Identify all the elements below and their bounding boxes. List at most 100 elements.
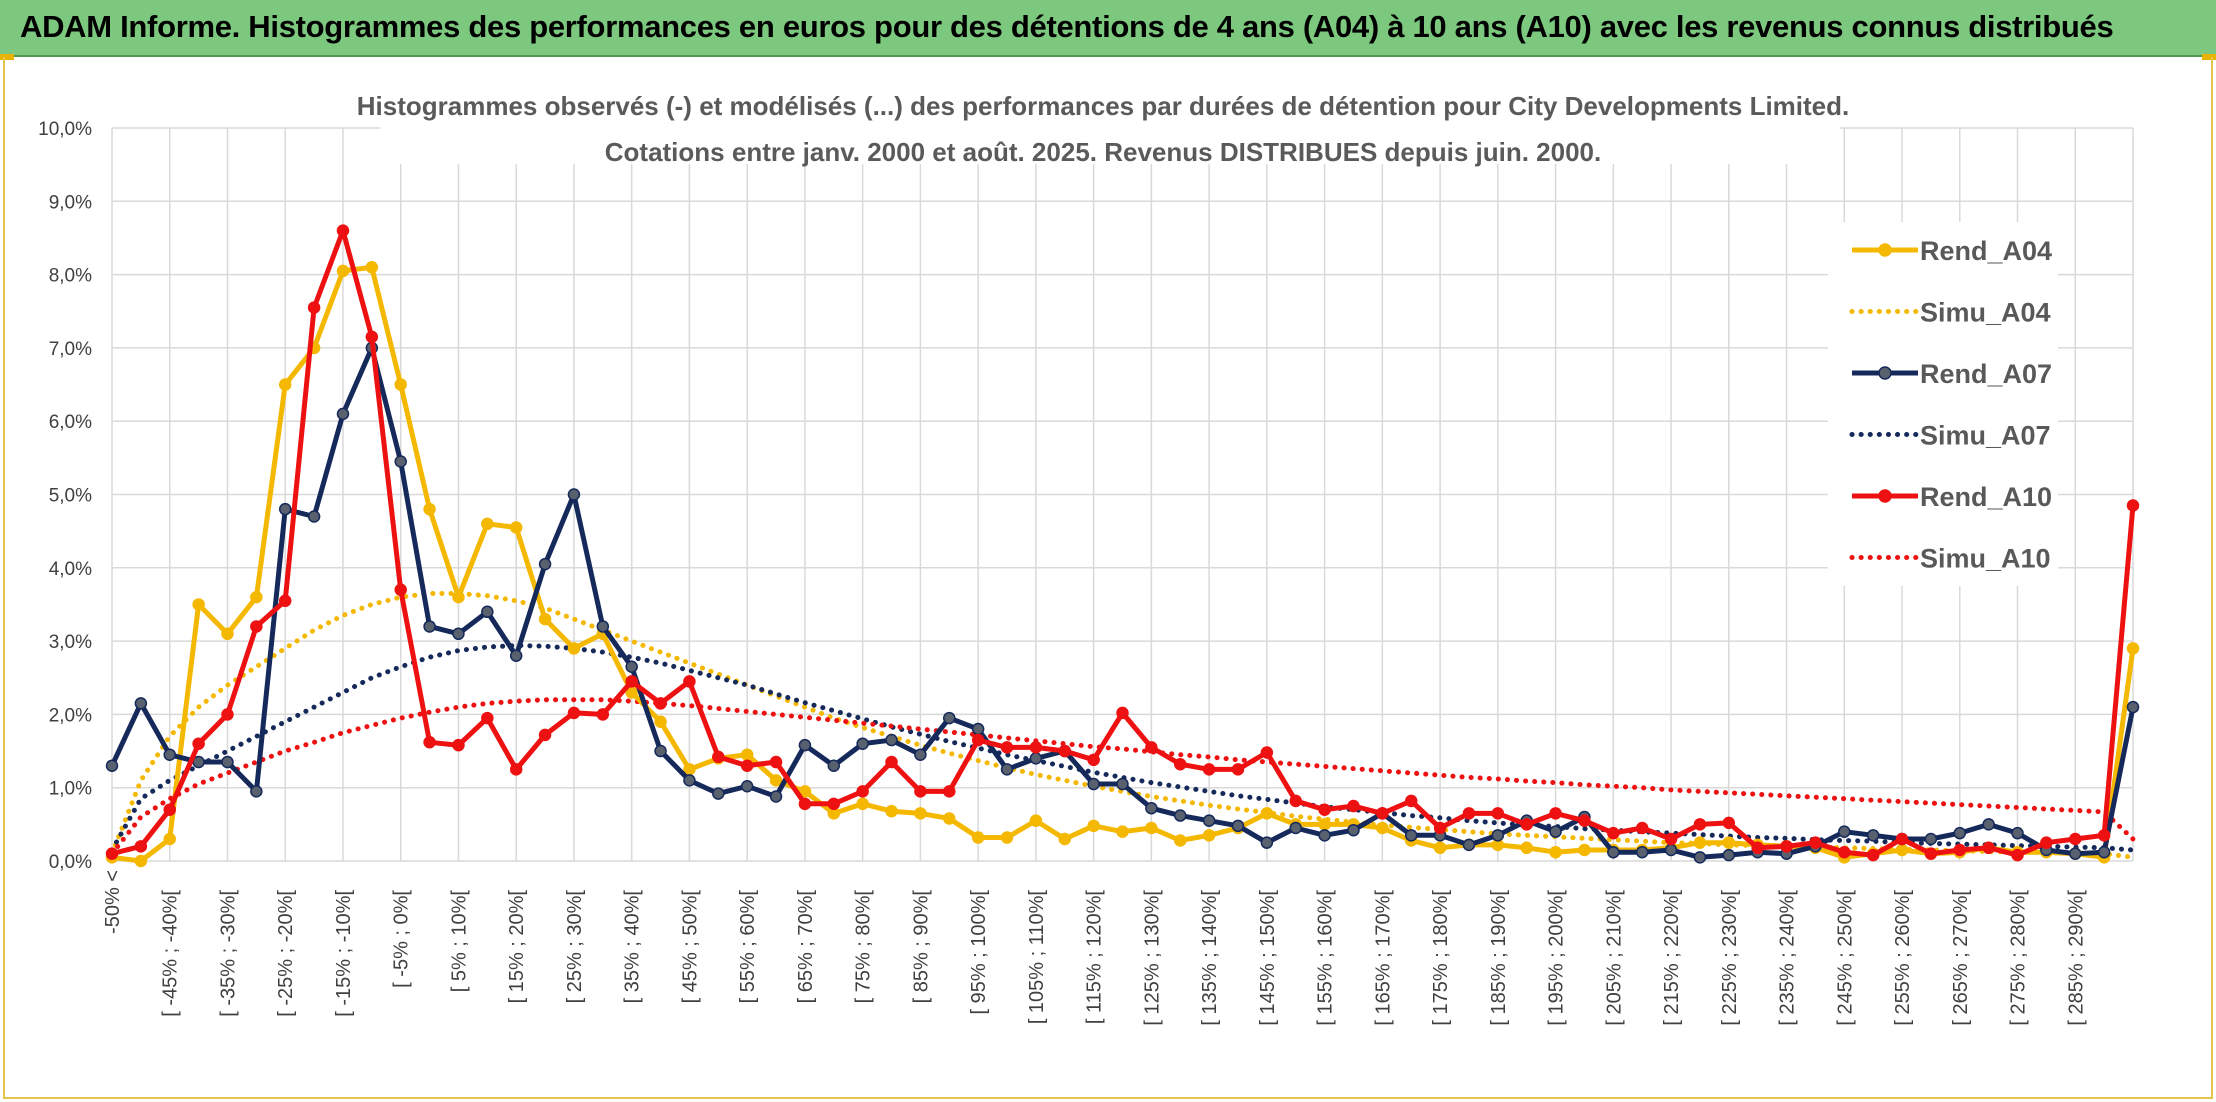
data-point: [105, 847, 119, 860]
y-tick-label: 2,0%: [49, 705, 92, 726]
data-point: [394, 583, 407, 597]
data-point: [423, 620, 436, 633]
data-point: [1635, 845, 1649, 859]
data-point: [1953, 843, 1967, 857]
data-point: [1578, 843, 1591, 857]
data-point: [1116, 777, 1129, 791]
data-point: [769, 755, 783, 769]
series-simu_a10: [109, 697, 2136, 857]
data-point: [1520, 818, 1533, 831]
data-point: [943, 785, 956, 798]
x-tick-label: [ 35% ; 40%[: [622, 890, 644, 1004]
data-point: [1895, 832, 1909, 846]
data-point: [452, 590, 465, 604]
data-point: [1722, 836, 1736, 849]
data-point: [654, 744, 667, 758]
data-point: [1029, 814, 1043, 827]
data-point: [365, 330, 379, 344]
y-tick-label: 4,0%: [49, 559, 92, 580]
legend-background: [1828, 222, 2058, 586]
data-point: [1087, 777, 1100, 791]
data-point: [1664, 843, 1678, 857]
data-point: [1260, 836, 1274, 849]
data-point: [452, 627, 465, 641]
data-point: [1029, 741, 1043, 754]
data-point: [278, 378, 292, 391]
x-tick-label: [ 195% ; 200%[: [1546, 890, 1568, 1026]
data-point: [1347, 823, 1360, 837]
data-point: [1058, 832, 1072, 846]
data-point: [307, 510, 321, 523]
y-tick-label: 1,0%: [49, 779, 92, 800]
legend-item-simu_a07: Simu_A07: [1849, 421, 2051, 451]
data-point: [1404, 829, 1418, 842]
data-point: [654, 697, 667, 710]
data-point: [971, 733, 985, 747]
legend-label: Simu_A10: [1920, 544, 2051, 574]
data-point: [336, 264, 350, 278]
x-tick-label: [ -35% ; -30%[: [217, 890, 239, 1017]
y-tick-label: 9,0%: [49, 192, 92, 213]
data-point: [567, 488, 581, 501]
data-point: [134, 697, 148, 710]
data-point: [914, 785, 927, 798]
legend-marker: [1878, 489, 1892, 503]
data-point: [1780, 840, 1793, 853]
data-point: [625, 660, 638, 674]
data-point: [1145, 801, 1158, 815]
data-point: [163, 832, 176, 846]
legend-marker: [1878, 243, 1892, 257]
series-simu_a04: [109, 591, 2136, 860]
data-point: [1000, 763, 1014, 776]
data-point: [683, 774, 696, 787]
data-point: [1549, 807, 1562, 820]
y-tick-label: 3,0%: [49, 632, 92, 653]
data-point: [654, 715, 667, 728]
data-point: [1404, 794, 1418, 808]
data-point: [1866, 829, 1880, 842]
y-tick-label: 0,0%: [49, 852, 92, 873]
data-point: [1202, 763, 1216, 776]
title-background: [380, 84, 1840, 164]
corner-accent-left: [0, 54, 14, 60]
data-point: [307, 301, 321, 314]
x-tick-label: [ 105% ; 110%[: [1026, 890, 1048, 1025]
data-point: [278, 594, 292, 608]
data-point: [596, 620, 610, 633]
data-point: [567, 706, 581, 720]
data-point: [596, 708, 610, 721]
data-point: [105, 759, 119, 772]
x-tick-label: [ 155% ; 160%[: [1315, 890, 1337, 1026]
x-tick-label: [ 215% ; 220%[: [1661, 890, 1683, 1026]
data-point: [712, 750, 725, 764]
data-point: [683, 675, 696, 688]
series-group: [105, 224, 2140, 868]
x-tick-label: [ 55% ; 60%[: [737, 890, 759, 1004]
data-point: [1318, 818, 1331, 831]
line-simu_a04: [109, 591, 2136, 860]
data-point: [1116, 825, 1129, 838]
data-point: [538, 612, 552, 626]
data-point: [481, 605, 494, 619]
x-tick-label: [ 125% ; 130%[: [1141, 890, 1163, 1026]
data-point: [1000, 831, 1014, 844]
x-tick-label: [ 85% ; 90%[: [910, 890, 932, 1004]
legend-item-rend_a10: Rend_A10: [1852, 482, 2052, 512]
data-point: [1982, 818, 1995, 831]
data-point: [1289, 794, 1302, 808]
data-point: [221, 708, 234, 721]
data-point: [1347, 799, 1360, 813]
data-point: [914, 748, 927, 761]
x-tick-label: [ 145% ; 150%[: [1257, 890, 1279, 1026]
data-point: [2069, 847, 2082, 860]
data-point: [798, 785, 812, 798]
data-point: [1202, 829, 1216, 842]
data-point: [481, 711, 494, 725]
data-point: [336, 224, 350, 237]
data-point: [1924, 847, 1938, 860]
line-simu_a07: [109, 642, 2136, 853]
data-point: [250, 590, 263, 604]
data-point: [1260, 746, 1274, 759]
data-point: [1462, 838, 1476, 852]
data-point: [1838, 825, 1851, 838]
